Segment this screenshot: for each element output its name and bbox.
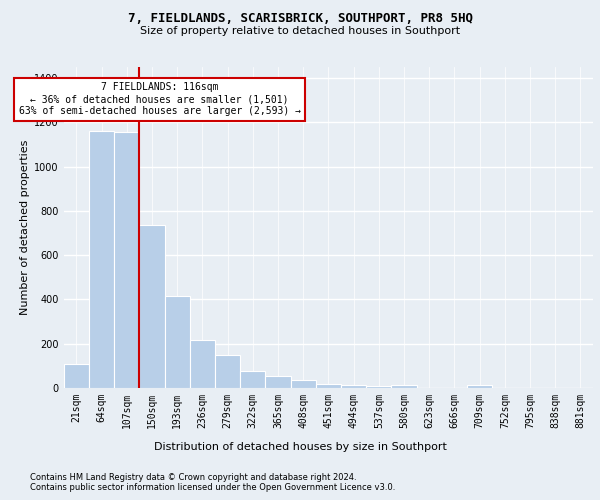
Bar (240, 372, 265, 388)
Text: Contains HM Land Registry data © Crown copyright and database right 2024.: Contains HM Land Registry data © Crown c… (30, 472, 356, 482)
Bar (114, 132, 139, 388)
Bar (290, 380, 316, 388)
Bar (316, 384, 341, 388)
Bar (190, 340, 215, 388)
Bar (467, 386, 492, 388)
Bar (265, 376, 290, 388)
Bar (139, 225, 164, 388)
Text: Distribution of detached houses by size in Southport: Distribution of detached houses by size … (154, 442, 446, 452)
Y-axis label: Number of detached properties: Number of detached properties (20, 140, 30, 315)
Bar (391, 386, 416, 388)
Bar (64, 364, 89, 388)
Bar (89, 131, 114, 388)
Text: 7 FIELDLANDS: 116sqm
← 36% of detached houses are smaller (1,501)
63% of semi-de: 7 FIELDLANDS: 116sqm ← 36% of detached h… (19, 82, 301, 116)
Text: 7, FIELDLANDS, SCARISBRICK, SOUTHPORT, PR8 5HQ: 7, FIELDLANDS, SCARISBRICK, SOUTHPORT, P… (128, 12, 473, 26)
Text: Size of property relative to detached houses in Southport: Size of property relative to detached ho… (140, 26, 460, 36)
Bar (215, 355, 240, 388)
Bar (164, 296, 190, 388)
Text: Contains public sector information licensed under the Open Government Licence v3: Contains public sector information licen… (30, 484, 395, 492)
Bar (341, 384, 366, 388)
Bar (366, 386, 391, 388)
